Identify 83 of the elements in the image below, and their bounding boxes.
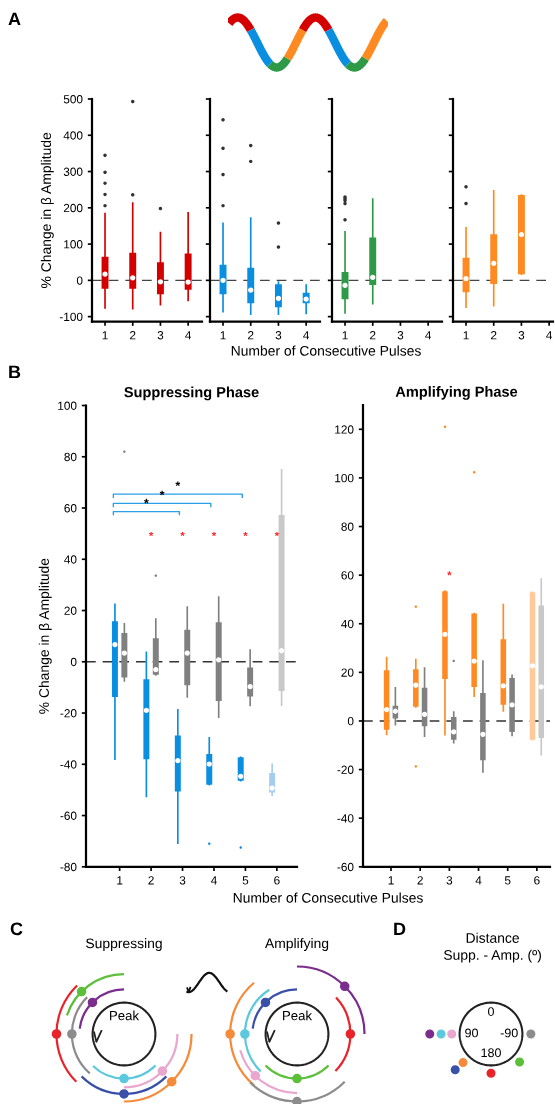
x-tick-label: 1 [388, 876, 394, 885]
chart-title: Amplifying Phase [395, 386, 518, 400]
y-tick-label: 200 [63, 203, 83, 213]
y-tick-label: 40 [341, 619, 354, 629]
y-tick-label: 500 [63, 95, 83, 104]
annotation: * [175, 481, 181, 487]
annotation: * [180, 531, 185, 537]
y-tick-label: 100 [58, 401, 77, 410]
x-tick-label: 3 [157, 331, 164, 340]
x-tick-label: 1 [102, 331, 108, 340]
text: D [394, 922, 406, 936]
text: A [8, 12, 21, 26]
x-tick-label: 4 [425, 331, 432, 340]
chart-title: Suppressing Phase [124, 386, 259, 401]
x-tick-label: 5 [242, 876, 249, 885]
text: Amplifying [265, 938, 329, 951]
y-tick-label: -100 [59, 312, 83, 322]
y-tick-label: 100 [64, 240, 83, 249]
y-tick-label: 0 [70, 657, 77, 667]
y-axis-title: % Change in β Amplitude [40, 132, 54, 288]
y-axis-title: % Change in β Amplitude [38, 558, 52, 714]
x-tick-label: 1 [220, 331, 226, 340]
x-tick-label: 3 [179, 876, 186, 885]
text: Distance Supp. - Amp. (º) [443, 932, 541, 963]
x-tick-label: 3 [275, 331, 282, 340]
y-tick-label: 40 [64, 555, 77, 564]
text: Peak [110, 1010, 140, 1021]
x-tick-label: 1 [463, 331, 469, 340]
x-axis-title: Number of Consecutive Pulses [233, 892, 423, 903]
y-tick-label: -40 [337, 814, 354, 823]
annotation: * [243, 531, 248, 537]
y-tick-label: -60 [337, 862, 354, 872]
x-tick-label: 2 [370, 331, 376, 340]
text: 180 [481, 1048, 501, 1058]
x-tick-label: 4 [185, 331, 192, 340]
x-tick-label: 2 [417, 876, 423, 885]
annotation: * [211, 531, 217, 537]
x-tick-label: 3 [518, 331, 525, 340]
x-axis-title: Number of Consecutive Pulses [231, 345, 421, 356]
text: B [9, 365, 21, 379]
y-tick-label: 60 [341, 571, 354, 580]
text: 0 [488, 1007, 494, 1016]
text: 90 [465, 1028, 478, 1038]
x-tick-label: 1 [342, 331, 348, 340]
x-tick-label: 6 [274, 876, 280, 885]
annotation: * [274, 531, 280, 537]
y-tick-label: -20 [60, 709, 77, 718]
y-tick-label: -60 [60, 811, 77, 820]
x-tick-label: 4 [546, 331, 553, 340]
x-tick-label: 5 [504, 876, 511, 885]
y-tick-label: 20 [64, 606, 77, 615]
text: -90 [500, 1028, 518, 1038]
x-tick-label: 2 [148, 876, 154, 885]
y-tick-label: -40 [60, 760, 77, 769]
text: Suppressing [86, 938, 162, 951]
x-tick-label: 6 [534, 876, 540, 885]
y-tick-label: 100 [335, 473, 354, 483]
y-tick-label: -20 [337, 765, 354, 774]
y-tick-label: 120 [335, 425, 354, 434]
text: Peak [283, 1010, 313, 1021]
y-tick-label: 80 [64, 452, 77, 462]
y-tick-label: 0 [347, 717, 354, 726]
x-tick-label: 4 [303, 331, 310, 340]
y-tick-label: 300 [63, 167, 83, 176]
x-tick-label: 1 [117, 876, 123, 885]
text: C [10, 922, 23, 936]
y-tick-label: 400 [63, 131, 83, 140]
y-tick-label: 60 [64, 504, 77, 513]
x-tick-label: 4 [475, 876, 482, 885]
annotation: * [447, 571, 452, 576]
y-tick-label: 80 [341, 522, 354, 531]
annotation: * [159, 490, 165, 496]
annotation: * [143, 498, 149, 504]
x-tick-label: 3 [397, 331, 404, 340]
x-tick-label: 2 [248, 331, 254, 340]
annotation: * [148, 531, 154, 537]
x-tick-label: 2 [130, 331, 136, 340]
x-tick-label: 2 [491, 331, 497, 340]
y-tick-label: -80 [60, 862, 77, 872]
x-tick-label: 4 [210, 876, 217, 885]
y-tick-label: 0 [76, 276, 83, 285]
x-tick-label: 3 [446, 876, 453, 885]
y-tick-label: 20 [341, 668, 354, 677]
